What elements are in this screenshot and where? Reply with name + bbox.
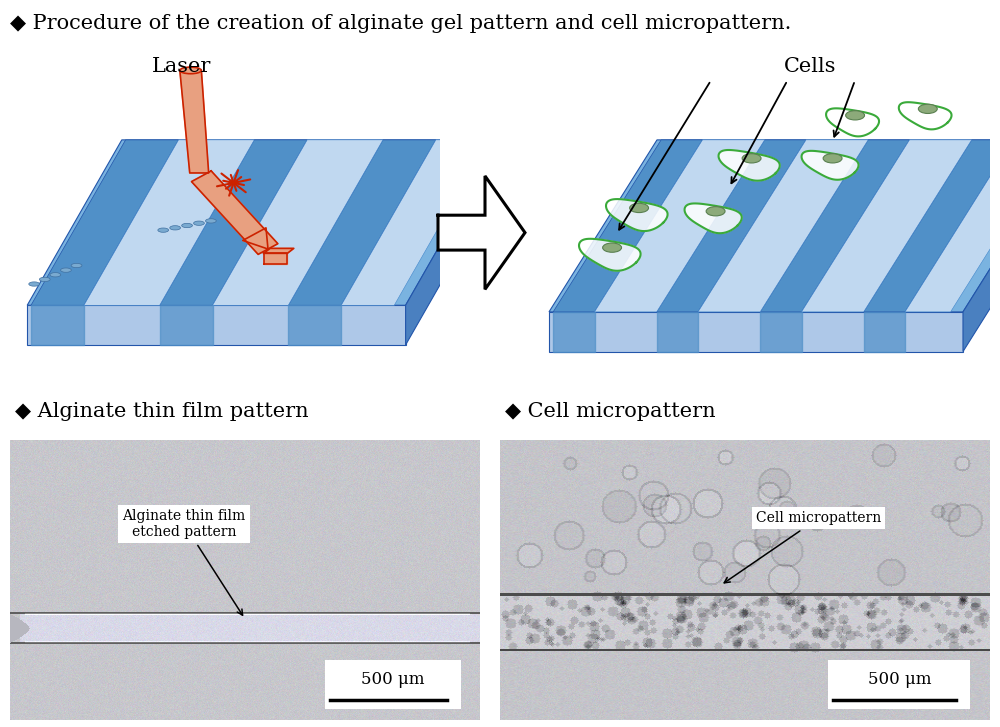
Polygon shape — [341, 140, 489, 305]
Polygon shape — [549, 140, 1000, 312]
Polygon shape — [802, 150, 859, 180]
Ellipse shape — [29, 282, 40, 286]
Ellipse shape — [39, 277, 50, 281]
Polygon shape — [288, 140, 436, 305]
Polygon shape — [264, 249, 294, 253]
Polygon shape — [264, 253, 287, 264]
Polygon shape — [438, 176, 525, 289]
Bar — [828, 659, 970, 709]
Polygon shape — [243, 228, 268, 249]
Polygon shape — [27, 305, 406, 345]
Polygon shape — [864, 312, 905, 352]
Polygon shape — [864, 140, 1000, 312]
Text: 500 μm: 500 μm — [868, 671, 931, 688]
Ellipse shape — [71, 263, 82, 268]
Ellipse shape — [742, 153, 761, 163]
Polygon shape — [160, 140, 307, 305]
Text: Alginate thin film
etched pattern: Alginate thin film etched pattern — [122, 509, 246, 615]
Polygon shape — [549, 312, 963, 352]
Polygon shape — [553, 312, 595, 352]
Polygon shape — [760, 140, 910, 312]
Polygon shape — [963, 140, 1000, 352]
Polygon shape — [84, 140, 254, 305]
Ellipse shape — [50, 273, 61, 277]
Ellipse shape — [846, 111, 865, 120]
Ellipse shape — [158, 228, 169, 233]
Polygon shape — [579, 238, 641, 270]
Ellipse shape — [630, 204, 649, 212]
Polygon shape — [719, 150, 780, 181]
Polygon shape — [406, 140, 500, 345]
Ellipse shape — [180, 67, 201, 73]
Polygon shape — [160, 305, 213, 345]
Ellipse shape — [603, 243, 622, 252]
Text: Cell micropattern: Cell micropattern — [724, 511, 881, 583]
Polygon shape — [213, 140, 383, 305]
Polygon shape — [27, 140, 500, 305]
Polygon shape — [31, 140, 179, 305]
Ellipse shape — [182, 223, 192, 228]
Polygon shape — [698, 140, 868, 312]
Text: Laser: Laser — [152, 57, 212, 76]
Polygon shape — [288, 305, 341, 345]
Ellipse shape — [706, 206, 725, 216]
Polygon shape — [657, 312, 698, 352]
Polygon shape — [180, 71, 209, 173]
Polygon shape — [31, 305, 84, 345]
Polygon shape — [553, 140, 703, 312]
Polygon shape — [899, 103, 952, 129]
Bar — [325, 659, 461, 709]
Text: 500 μm: 500 μm — [361, 671, 425, 688]
Ellipse shape — [170, 225, 181, 230]
Ellipse shape — [823, 153, 842, 163]
Ellipse shape — [918, 104, 937, 113]
Text: Cells: Cells — [784, 57, 836, 76]
Ellipse shape — [206, 219, 216, 223]
Text: ◆ Alginate thin film pattern: ◆ Alginate thin film pattern — [15, 402, 308, 421]
Ellipse shape — [194, 221, 204, 225]
Polygon shape — [760, 312, 802, 352]
Polygon shape — [685, 204, 742, 233]
Text: ◆ Procedure of the creation of alginate gel pattern and cell micropattern.: ◆ Procedure of the creation of alginate … — [10, 14, 791, 33]
Polygon shape — [192, 171, 278, 254]
Ellipse shape — [61, 268, 71, 273]
Polygon shape — [606, 199, 668, 231]
Polygon shape — [802, 140, 972, 312]
Text: ◆ Cell micropattern: ◆ Cell micropattern — [505, 402, 715, 421]
Polygon shape — [826, 108, 879, 137]
Polygon shape — [595, 140, 765, 312]
Polygon shape — [657, 140, 806, 312]
Polygon shape — [905, 140, 1000, 312]
